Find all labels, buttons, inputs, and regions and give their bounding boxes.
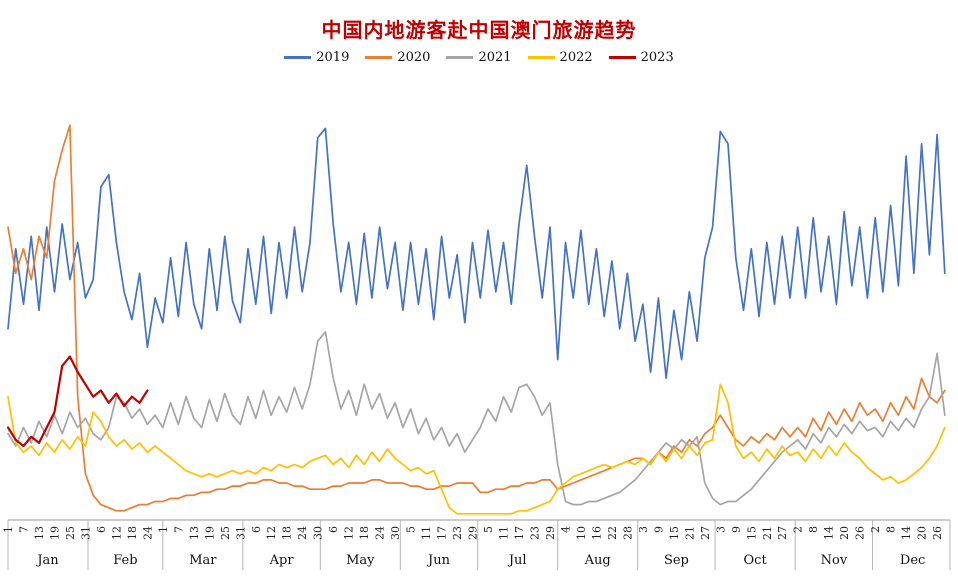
x-tick-label: 17 — [436, 526, 449, 540]
x-tick-label: 26 — [931, 526, 944, 540]
x-tick-label: 1 — [157, 526, 170, 533]
x-tick-label: 4 — [560, 526, 573, 533]
series-line-2023 — [6, 355, 149, 448]
x-tick-label: 26 — [854, 526, 867, 540]
x-tick-label: 6 — [250, 526, 263, 533]
legend: 2019 2020 2021 2022 2023 — [0, 50, 958, 65]
month-label: Jun — [426, 553, 451, 568]
month-label: May — [346, 553, 375, 568]
x-tick-label: 22 — [606, 526, 619, 540]
x-tick-label: 18 — [126, 526, 139, 540]
legend-swatch-2020 — [365, 56, 393, 59]
chart-header: 中国内地游客赴中国澳门旅游趋势 2019 2020 2021 2022 2023 — [0, 0, 958, 78]
month-label: Sep — [664, 553, 689, 568]
x-tick-label: 25 — [219, 526, 232, 540]
x-tick-label: 23 — [529, 526, 542, 540]
x-tick-label: 31 — [234, 526, 247, 540]
chart-title: 中国内地游客赴中国澳门旅游趋势 — [321, 18, 637, 42]
chart-plot: 1 7 13 19 25 31 6 12 18 24 1 7 13 19 25 31 6 12 18 24 30 6 12 1… — [2, 124, 951, 570]
month-label: Oct — [744, 553, 768, 568]
x-tick-label: 24 — [374, 526, 387, 540]
x-tick-label: 17 — [513, 526, 526, 540]
legend-item-2019: 2019 — [284, 50, 349, 65]
x-tick-label: 13 — [188, 526, 201, 540]
series-line-2021 — [7, 331, 946, 506]
x-tick-label: 12 — [265, 526, 278, 540]
x-tick-label: 30 — [312, 526, 325, 540]
x-tick-label: 27 — [776, 526, 789, 540]
legend-swatch-2019 — [284, 56, 312, 59]
x-tick-label: 29 — [467, 526, 480, 540]
x-tick-label: 13 — [33, 526, 46, 540]
x-tick-label: 5 — [405, 526, 418, 533]
x-tick-label: 20 — [916, 526, 929, 540]
legend-item-2021: 2021 — [446, 50, 512, 65]
x-tick-label: 14 — [823, 526, 836, 540]
x-tick-label: 15 — [668, 526, 681, 540]
month-label: Aug — [584, 553, 611, 568]
x-tick-label: 1 — [2, 526, 15, 533]
x-tick-label: 9 — [730, 526, 743, 533]
x-tick-label: 8 — [807, 526, 820, 533]
month-label: Apr — [269, 553, 295, 568]
x-tick-label: 28 — [621, 526, 634, 540]
x-tick-label: 3 — [637, 526, 650, 533]
series-line-2022 — [7, 383, 946, 515]
x-tick-label: 8 — [885, 526, 898, 533]
x-tick-label: 25 — [64, 526, 77, 540]
legend-item-2022: 2022 — [527, 50, 593, 65]
x-tick-label: 30 — [389, 526, 402, 540]
x-tick-label: 9 — [652, 526, 665, 533]
x-tick-label: 6 — [95, 526, 108, 533]
x-tick-label: 18 — [281, 526, 294, 540]
x-tick-label: 12 — [343, 526, 356, 540]
month-label: Jul — [507, 553, 527, 568]
legend-label-2022: 2022 — [559, 50, 593, 65]
x-tick-label: 5 — [482, 526, 495, 533]
x-tick-label: 12 — [110, 526, 123, 540]
x-tick-label: 21 — [683, 526, 696, 540]
x-tick-label: 16 — [590, 526, 603, 540]
x-tick-label: 7 — [172, 526, 185, 533]
x-tick-label: 3 — [714, 526, 727, 533]
x-tick-label: 19 — [203, 526, 216, 540]
month-label: Nov — [821, 553, 848, 568]
legend-swatch-2023 — [608, 56, 636, 59]
x-tick-label: 14 — [900, 526, 913, 540]
legend-item-2023: 2023 — [608, 50, 674, 65]
chart-area: 1 7 13 19 25 31 6 12 18 24 1 7 13 19 25 31 6 12 18 24 30 6 12 1… — [0, 78, 958, 583]
x-tick-label: 23 — [451, 526, 464, 540]
x-tick-label: 11 — [498, 526, 511, 540]
x-tick-label: 7 — [18, 526, 31, 533]
x-tick-label: 18 — [358, 526, 371, 540]
x-tick-label: 20 — [838, 526, 851, 540]
series-line-2020 — [7, 124, 946, 512]
month-label: Mar — [189, 553, 217, 568]
month-label: Dec — [900, 553, 925, 568]
legend-swatch-2022 — [527, 56, 555, 59]
legend-item-2020: 2020 — [365, 50, 430, 65]
legend-swatch-2021 — [446, 56, 474, 59]
legend-label-2021: 2021 — [478, 50, 512, 65]
x-tick-label: 2 — [869, 526, 882, 533]
x-tick-label: 27 — [699, 526, 712, 540]
month-label: Feb — [113, 553, 137, 568]
x-tick-label: 15 — [745, 526, 758, 540]
legend-label-2023: 2023 — [640, 50, 674, 65]
legend-label-2020: 2020 — [397, 50, 431, 65]
x-tick-label: 6 — [327, 526, 340, 533]
month-label: Jan — [35, 553, 59, 568]
legend-label-2019: 2019 — [316, 50, 350, 65]
x-tick-label: 24 — [296, 526, 309, 540]
x-tick-label: 21 — [761, 526, 774, 540]
series-line-2019 — [7, 127, 946, 380]
x-tick-label: 2 — [792, 526, 805, 533]
x-tick-label: 19 — [49, 526, 62, 540]
x-tick-label: 29 — [544, 526, 557, 540]
x-tick-label: 11 — [420, 526, 433, 540]
x-tick-label: 10 — [575, 526, 588, 540]
x-tick-label: 31 — [79, 526, 92, 540]
x-tick-label: 24 — [141, 526, 154, 540]
